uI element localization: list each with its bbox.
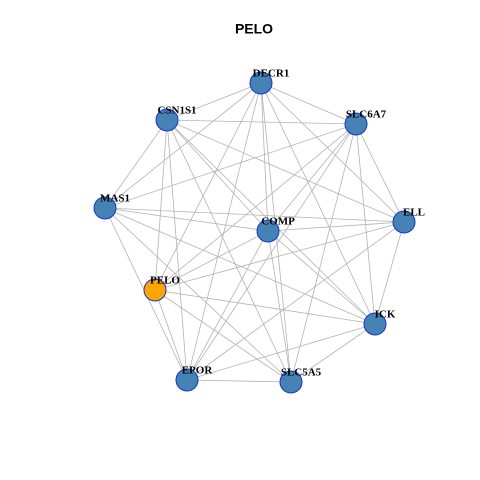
node bbox=[249, 71, 273, 95]
edge bbox=[260, 82, 376, 325]
edge bbox=[104, 82, 262, 209]
node bbox=[155, 108, 179, 132]
edge bbox=[267, 123, 357, 232]
nodes: DECR1 CSN1S1 SLC6A7 MAS1 COMP ELL PELO ICK EPOR S… bbox=[93, 68, 425, 394]
edge bbox=[154, 289, 188, 381]
edge bbox=[355, 123, 376, 325]
node-label: ICK bbox=[375, 309, 396, 321]
edge bbox=[166, 82, 262, 121]
edge bbox=[166, 119, 405, 223]
node bbox=[392, 210, 416, 234]
edge bbox=[154, 82, 262, 291]
edge bbox=[186, 221, 405, 381]
node bbox=[363, 312, 387, 336]
edge bbox=[166, 119, 357, 125]
edge bbox=[166, 119, 269, 232]
node bbox=[344, 112, 368, 136]
node bbox=[143, 278, 167, 302]
edge bbox=[154, 289, 292, 383]
edge bbox=[290, 323, 376, 383]
edge bbox=[260, 82, 269, 232]
node-label: DECR1 bbox=[253, 68, 290, 80]
edge bbox=[267, 230, 292, 383]
edge bbox=[104, 119, 168, 209]
node-label: SLC5A5 bbox=[281, 367, 322, 379]
node-label: ELL bbox=[403, 207, 425, 219]
edge bbox=[186, 323, 376, 381]
edge bbox=[290, 123, 357, 383]
edge bbox=[154, 289, 376, 325]
edge bbox=[166, 119, 188, 381]
edge bbox=[154, 123, 357, 291]
edge bbox=[355, 123, 405, 223]
edge bbox=[154, 119, 168, 291]
node bbox=[93, 196, 117, 220]
node bbox=[256, 219, 280, 243]
node-label: EPOR bbox=[182, 365, 214, 377]
edge bbox=[186, 379, 292, 383]
edge bbox=[267, 221, 405, 232]
edge bbox=[104, 207, 376, 325]
node-label: PELO bbox=[150, 275, 180, 287]
edge bbox=[104, 207, 405, 223]
edge bbox=[267, 230, 376, 325]
edge bbox=[374, 221, 405, 325]
edge bbox=[104, 123, 357, 209]
node bbox=[279, 370, 303, 394]
edge bbox=[154, 230, 269, 291]
node-label: MAS1 bbox=[100, 193, 130, 205]
edge bbox=[104, 207, 292, 383]
edge bbox=[104, 207, 269, 232]
diagram-title: PELO bbox=[235, 21, 273, 37]
node-label: COMP bbox=[261, 216, 295, 228]
node-label: SLC6A7 bbox=[346, 109, 387, 121]
node-label: CSN1S1 bbox=[157, 105, 196, 117]
edge bbox=[154, 221, 405, 291]
node bbox=[175, 368, 199, 392]
edge bbox=[186, 82, 262, 381]
edge bbox=[186, 230, 269, 381]
edge bbox=[260, 82, 357, 125]
